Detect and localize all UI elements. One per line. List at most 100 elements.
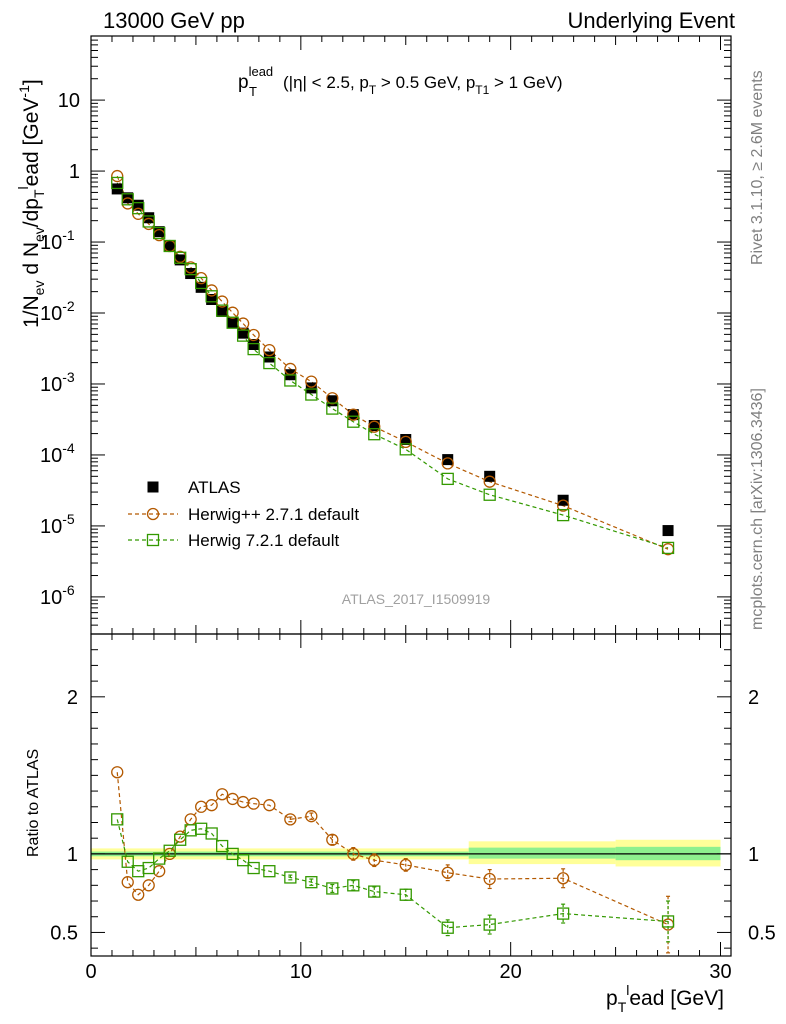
- ratio-point-0: [247, 797, 260, 810]
- title-rest-sub: T: [369, 83, 377, 97]
- ratio-ytick-label: 0.5: [50, 922, 78, 944]
- ylabel-sub3: T: [31, 189, 47, 198]
- header-left: 13000 GeV pp: [103, 8, 245, 33]
- xlabel-sup: l: [626, 982, 629, 998]
- main-point-0: [305, 382, 317, 394]
- ratio-series-group: [111, 766, 675, 954]
- ratio-point-1: [226, 847, 239, 861]
- main-point-1: [441, 457, 454, 470]
- ratio-point-0: [368, 854, 381, 867]
- ratio-ytick-label-right: 1: [748, 844, 759, 866]
- main-point-0: [195, 281, 207, 293]
- ratio-point-1: [483, 918, 496, 931]
- main-point-1: [483, 475, 496, 488]
- main-point-0: [132, 199, 144, 211]
- ratio-point-1: [284, 871, 297, 884]
- ratio-point-1: [368, 885, 381, 898]
- ratio-point-1: [215, 839, 229, 853]
- xtick-label: 20: [500, 961, 522, 983]
- title-rest2: > 0.5 GeV, p: [376, 73, 475, 92]
- main-point-2: [347, 415, 360, 428]
- main-point-2: [399, 443, 412, 456]
- main-point-2: [326, 402, 339, 415]
- legend-marker: [146, 507, 160, 521]
- ratio-frame: [90, 633, 732, 957]
- ratio-point-1: [305, 876, 318, 889]
- main-ylabel: 1/Nev d Nev/dpTlead [GeV-1]: [15, 79, 47, 328]
- main-point-1: [111, 169, 124, 183]
- main-ytick-label: 10-5: [40, 511, 75, 538]
- main-point-0: [400, 434, 412, 446]
- ratio-point-0: [556, 872, 570, 885]
- main-point-0: [185, 268, 197, 280]
- main-series-group: [111, 169, 675, 556]
- ytick-exponent: -4: [62, 440, 75, 456]
- main-point-2: [111, 176, 124, 190]
- main-point-2: [215, 304, 229, 317]
- xtick-label: 30: [709, 961, 731, 983]
- ratio-point-1: [236, 854, 250, 867]
- main-point-0: [164, 240, 176, 252]
- ratio-point-1: [347, 879, 360, 892]
- main-point-2: [132, 202, 145, 215]
- main-point-0: [174, 254, 186, 266]
- mcplots-label: mcplots.cern.ch [arXiv:1306.3436]: [749, 388, 766, 630]
- ratio-series-line-0: [116, 772, 669, 926]
- title-sup: lead: [249, 64, 274, 79]
- header-right: Underlying Event: [567, 8, 735, 33]
- legend-marker: [146, 533, 160, 547]
- main-point-1: [263, 343, 276, 357]
- xlabel-p: p: [606, 987, 618, 1010]
- ratio-point-0: [205, 799, 218, 812]
- ylabel-close: ]: [20, 79, 43, 85]
- title-rest2-sub: T1: [475, 83, 489, 97]
- ratio-point-1: [326, 882, 339, 895]
- ratio-ylabel: Ratio to ATLAS: [25, 749, 42, 857]
- main-point-2: [263, 356, 276, 370]
- ratio-point-1: [263, 865, 276, 878]
- ylabel-sub1: ev: [31, 281, 47, 296]
- ratio-ytick-label-right: 2: [748, 687, 759, 709]
- main-point-2: [142, 215, 155, 228]
- xlabel: pTlead [GeV]: [606, 982, 724, 1015]
- legend-label: ATLAS: [188, 478, 241, 497]
- rivet-label: Rivet 3.1.10, ≥ 2.6M events: [749, 70, 766, 265]
- ratio-point-0: [121, 876, 134, 889]
- main-title: plead T (|η| < 2.5, pT > 0.5 GeV, pT1 > 1 …: [238, 64, 563, 99]
- ratio-point-0: [215, 788, 229, 801]
- main-ytick-label: 10: [58, 90, 80, 112]
- main-point-0: [216, 306, 228, 318]
- ratio-point-0: [284, 813, 297, 826]
- ylabel-sub2: ev: [31, 227, 47, 242]
- main-point-0: [326, 395, 338, 407]
- ratio-bands-group: [91, 839, 731, 867]
- xlabel-rest: ead [GeV]: [629, 987, 724, 1010]
- title-rest: (|η| < 2.5, p: [283, 73, 369, 92]
- ratio-point-0: [347, 847, 360, 861]
- ratio-point-0: [132, 888, 145, 901]
- ratio-point-1: [174, 833, 187, 846]
- main-point-0: [662, 525, 674, 537]
- main-point-2: [661, 541, 675, 555]
- ratio-series-line-1: [116, 819, 669, 929]
- ratio-point-0: [483, 872, 496, 886]
- main-ytick-label: 1: [69, 161, 80, 183]
- main-point-0: [227, 317, 239, 329]
- ytick-exponent: -2: [62, 298, 75, 314]
- main-point-1: [399, 435, 412, 448]
- main-point-2: [284, 374, 297, 387]
- legend-marker: [147, 481, 159, 493]
- main-ytick-label: 10-6: [40, 582, 75, 609]
- ytick-exponent: -3: [62, 369, 75, 385]
- ratio-point-1: [111, 813, 124, 826]
- ylabel-part1: 1/N: [20, 295, 43, 328]
- ytick-exponent: -5: [62, 511, 75, 527]
- ylabel-part3: /dp: [20, 198, 43, 227]
- title-p: p: [238, 72, 249, 93]
- ratio-point-1: [556, 907, 570, 920]
- ytick-base: 10: [40, 374, 62, 396]
- main-point-2: [184, 262, 197, 276]
- main-ytick-label: 10-2: [40, 298, 75, 325]
